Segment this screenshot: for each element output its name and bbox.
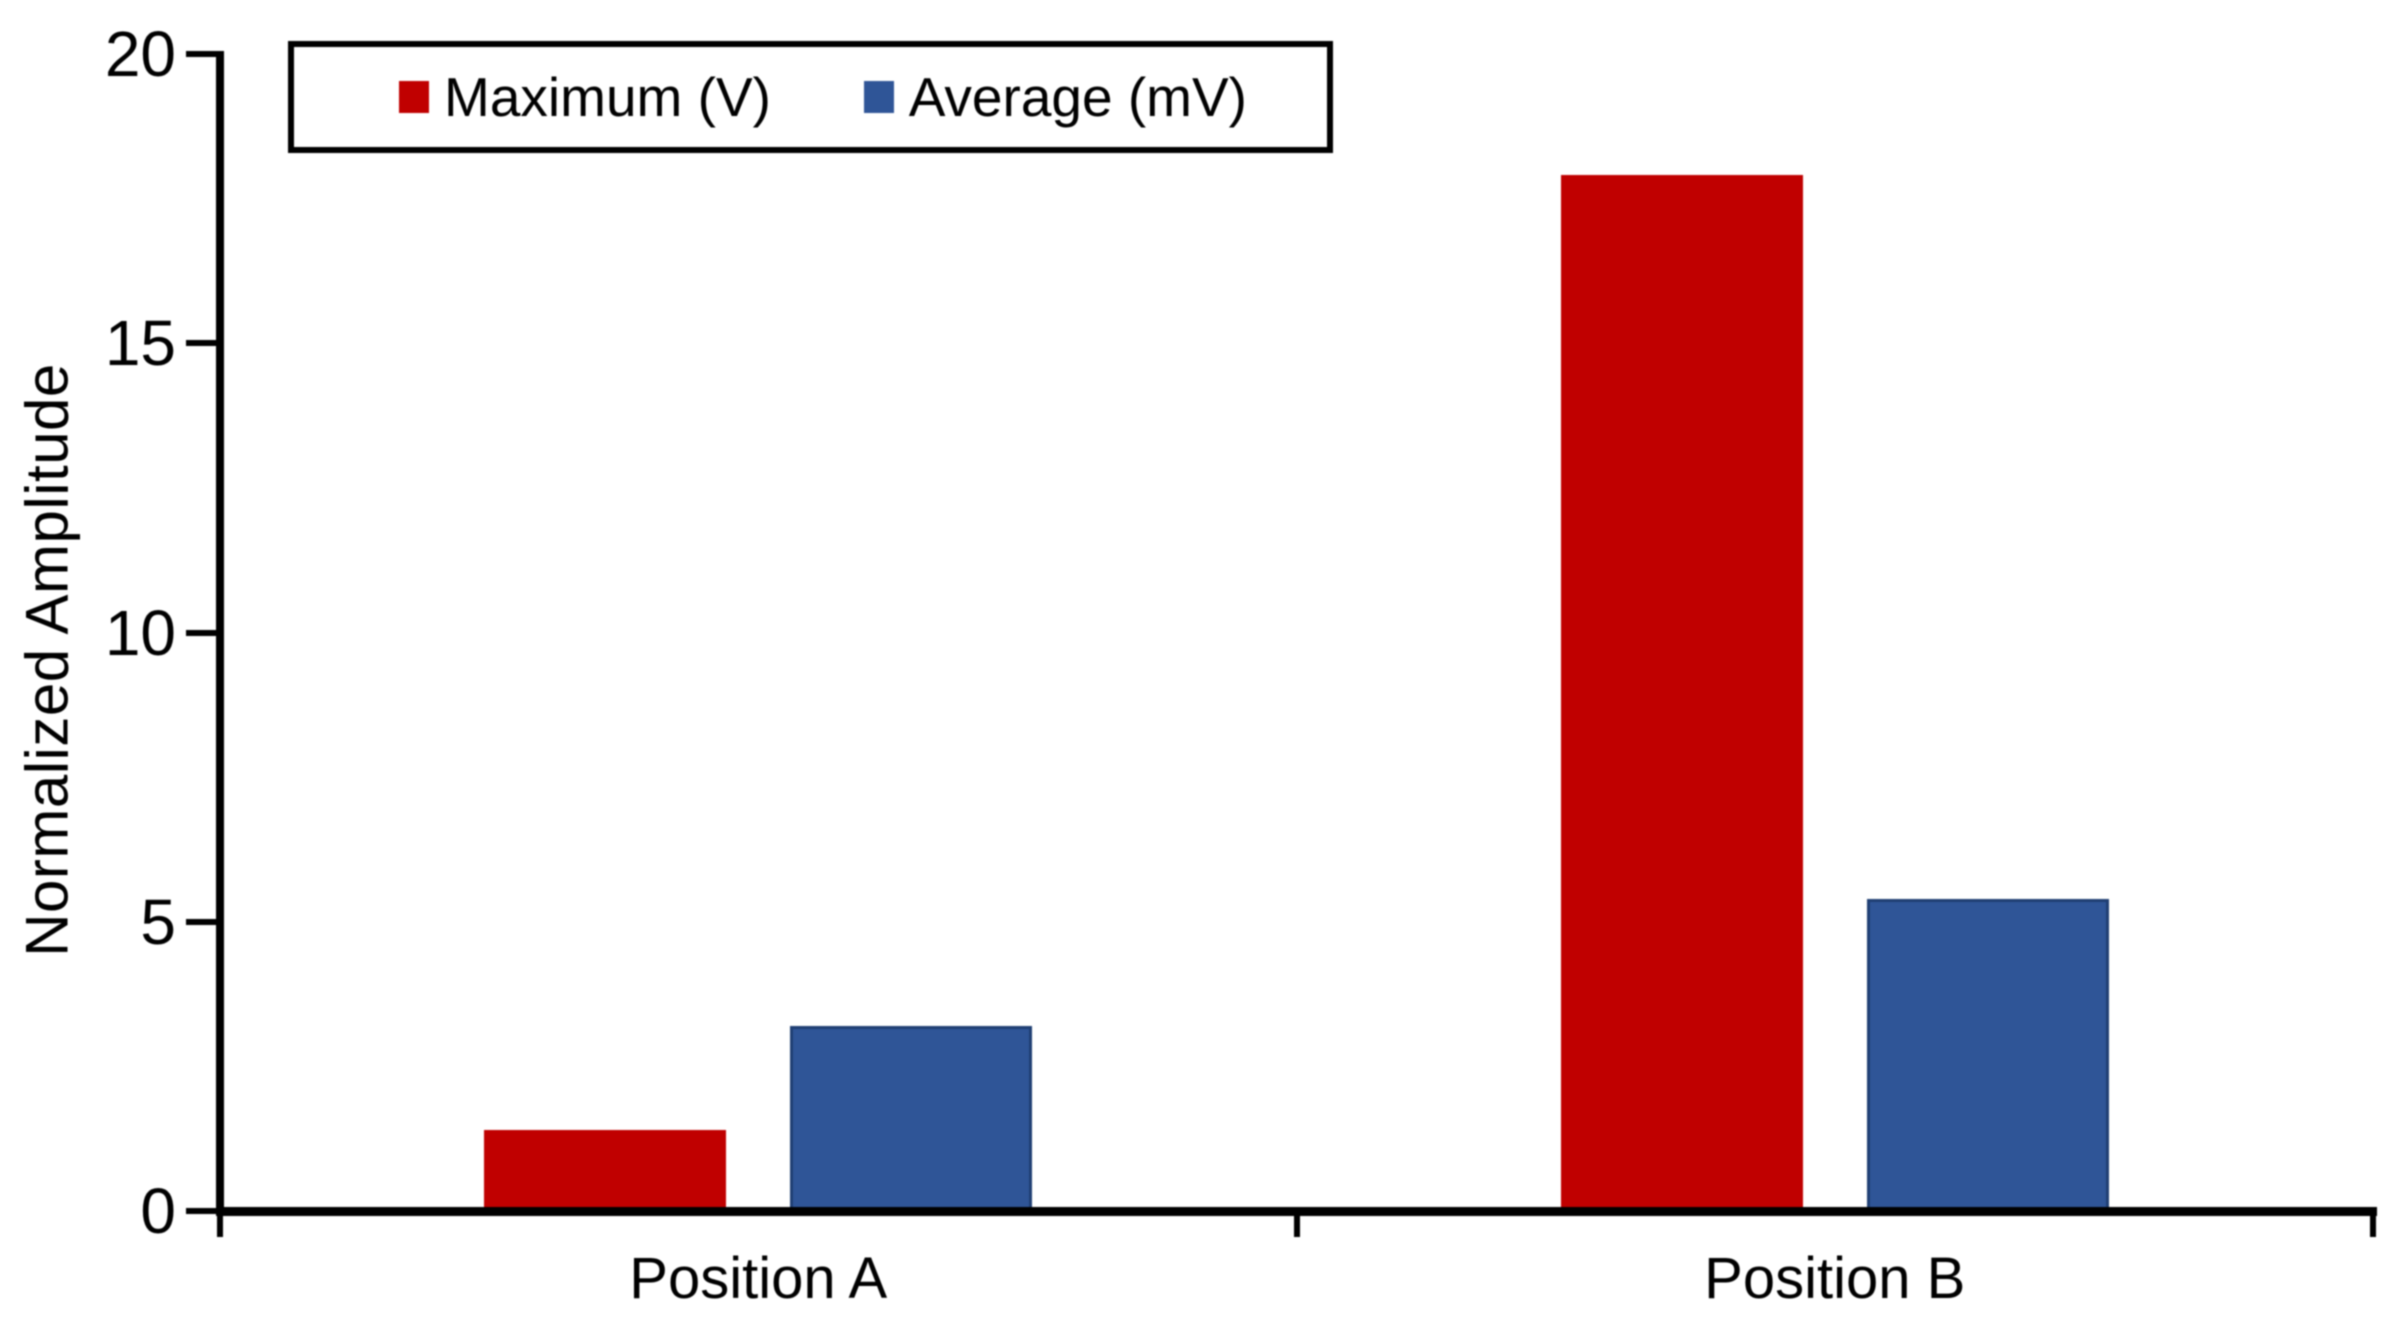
bar-maximum-v-position-a <box>484 1130 727 1211</box>
y-tick-mark <box>186 1208 216 1214</box>
y-tick-label: 20 <box>104 18 176 90</box>
x-tick-mark <box>217 1206 223 1237</box>
y-tick-mark <box>186 629 216 636</box>
y-tick-mark <box>186 51 216 57</box>
y-tick-mark <box>186 918 216 925</box>
y-tick-label: 10 <box>104 596 176 669</box>
y-axis-line <box>216 51 224 1215</box>
y-tick-label: 15 <box>104 307 176 380</box>
x-tick-mark <box>2370 1206 2376 1237</box>
legend-label: Maximum (V) <box>444 66 771 128</box>
x-tick-mark <box>1293 1206 1300 1237</box>
category-label-position-a: Position A <box>629 1246 888 1311</box>
y-tick-mark <box>186 340 216 347</box>
bar-maximum-v-position-b <box>1560 175 1803 1211</box>
legend-swatch-icon <box>863 81 894 113</box>
y-tick-label: 0 <box>140 1175 176 1247</box>
y-tick-label: 5 <box>140 885 176 958</box>
legend-entry: Average (mV) <box>863 66 1247 128</box>
legend-swatch-icon <box>399 81 429 113</box>
bar-average-mv-position-a <box>790 1025 1033 1211</box>
legend-label: Average (mV) <box>908 66 1247 128</box>
legend-entry: Maximum (V) <box>399 67 771 127</box>
legend: Maximum (V) Average (mV) <box>288 41 1333 153</box>
category-label-position-b: Position B <box>1704 1246 1966 1311</box>
bar-average-mv-position-b <box>1866 898 2109 1211</box>
